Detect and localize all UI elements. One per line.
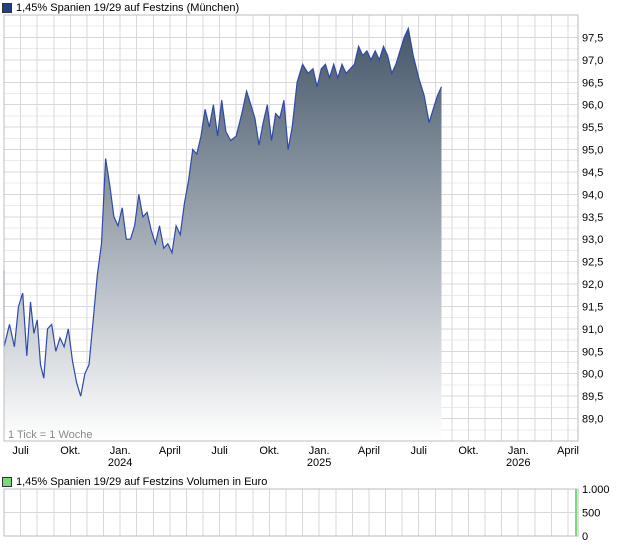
y-tick-label: 95,0 — [582, 145, 603, 157]
y-tick-label: 96,5 — [582, 77, 603, 89]
x-tick-label: Jan. — [508, 445, 529, 457]
x-tick-label: Juli — [211, 445, 228, 457]
volume-legend-swatch — [2, 477, 12, 487]
volume-bar — [575, 489, 577, 536]
volume-y-tick-label: 1.000 — [582, 484, 610, 496]
y-tick-label: 91,5 — [582, 301, 603, 313]
y-tick-label: 97,0 — [582, 55, 603, 67]
price-legend: 1,45% Spanien 19/29 auf Festzins (Münche… — [2, 1, 239, 15]
x-tick-label: April — [159, 445, 181, 457]
price-legend-swatch — [2, 3, 12, 13]
volume-y-tick-label: 0 — [582, 531, 588, 543]
volume-plot-frame — [3, 488, 579, 537]
volume-legend: 1,45% Spanien 19/29 auf Festzins Volumen… — [2, 475, 267, 489]
volume-chart: 0 500 1.000 — [3, 484, 610, 543]
y-tick-label: 96,0 — [582, 100, 603, 112]
y-tick-label: 93,0 — [582, 234, 603, 246]
x-year-label: 2025 — [307, 457, 331, 469]
y-tick-label: 97,5 — [582, 32, 603, 44]
y-tick-label: 92,0 — [582, 279, 603, 291]
y-tick-label: 91,0 — [582, 324, 603, 336]
y-tick-label: 92,5 — [582, 257, 603, 269]
x-tick-label: Okt. — [458, 445, 478, 457]
y-tick-label: 93,5 — [582, 212, 603, 224]
price-legend-label: 1,45% Spanien 19/29 auf Festzins (Münche… — [16, 2, 240, 14]
y-tick-label: 94,5 — [582, 167, 603, 179]
x-tick-label: Juli — [410, 445, 427, 457]
x-tick-label: April — [557, 445, 579, 457]
y-tick-label: 89,5 — [582, 391, 603, 403]
x-tick-label: April — [358, 445, 380, 457]
y-tick-label: 90,0 — [582, 369, 603, 381]
price-plot-frame — [3, 14, 579, 442]
volume-legend-label: 1,45% Spanien 19/29 auf Festzins Volumen… — [16, 476, 268, 488]
x-tick-label: Okt. — [60, 445, 80, 457]
volume-y-tick-label: 500 — [582, 508, 600, 520]
x-tick-label: Jan. — [110, 445, 131, 457]
y-tick-label: 94,0 — [582, 189, 603, 201]
x-tick-label: Jan. — [309, 445, 330, 457]
y-tick-label: 89,0 — [582, 414, 603, 426]
price-chart: 89,0 89,5 90,0 90,5 91,0 91,5 92,0 92,5 93,0 93,5… — [3, 14, 603, 469]
tick-interval-note: 1 Tick = 1 Woche — [8, 429, 92, 441]
x-year-label: 2024 — [108, 457, 132, 469]
x-tick-label: Okt. — [259, 445, 279, 457]
y-tick-label: 95,5 — [582, 122, 603, 134]
price-series-line — [3, 26, 443, 397]
price-area-fill — [4, 28, 442, 441]
x-tick-label: Juli — [12, 445, 29, 457]
y-tick-label: 90,5 — [582, 346, 603, 358]
x-year-label: 2026 — [506, 457, 530, 469]
